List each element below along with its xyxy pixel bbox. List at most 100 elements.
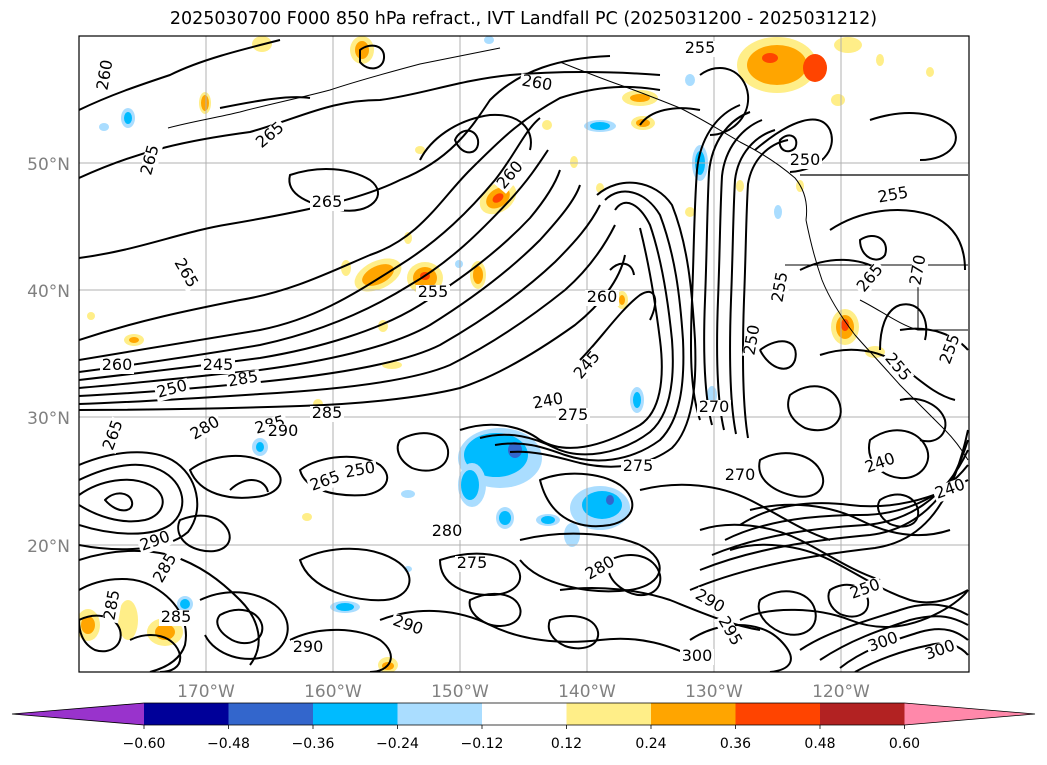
colorbar-segment (482, 703, 567, 725)
lat-label-40n: 40°N (27, 282, 70, 302)
contour-label: 275 (623, 456, 654, 475)
contour-label-background (416, 285, 450, 301)
contour-label-background (864, 629, 903, 657)
contour-label-background (921, 637, 960, 665)
colorbar-tick-label: −0.60 (123, 736, 166, 752)
contour-label: 300 (682, 646, 713, 665)
contour-label-background (518, 73, 555, 95)
lat-label-20n: 20°N (27, 537, 70, 557)
colorbar-tick-label: −0.12 (461, 736, 504, 752)
latitude-labels: 50°N 40°N 30°N 20°N (27, 155, 70, 557)
contour-label-background (186, 413, 225, 445)
longitude-labels: 170°W 160°W 150°W 140°W 130°W 120°W (177, 682, 870, 702)
colorbar-segment (566, 703, 651, 725)
colorbar-segment (313, 703, 398, 725)
contour-label-background (723, 468, 757, 484)
contour-label-background (136, 528, 175, 556)
contour-label: 275 (558, 405, 589, 424)
contour-label-background (931, 476, 969, 504)
contour-label-background (153, 377, 191, 403)
colorbar-tick-label: 0.24 (635, 736, 666, 752)
contour-label-background (713, 612, 745, 651)
contour-label-background (788, 153, 822, 169)
contour-label: 280 (432, 521, 463, 540)
lon-label-170w: 170°W (177, 682, 235, 702)
contour-label: 290 (293, 637, 324, 656)
colorbar-segment (651, 703, 736, 725)
contour-label: 255 (685, 38, 716, 57)
contour-label-background (138, 141, 164, 179)
contour-label-background (621, 459, 655, 475)
contour-label-background (846, 576, 885, 604)
lon-label-120w: 120°W (812, 682, 870, 702)
refractivity-contours (79, 39, 969, 672)
colorbar-tick-label: −0.24 (376, 736, 419, 752)
contour-label: 285 (312, 403, 343, 422)
lon-label-150w: 150°W (431, 682, 489, 702)
contour-label: 260 (102, 355, 133, 374)
colorbar-tick-label: −0.48 (207, 736, 250, 752)
colorbar-segment (397, 703, 482, 725)
contour-label-background (690, 586, 729, 618)
colorbar: −0.60 −0.48 −0.36 −0.24 −0.12 0.12 0.24 … (11, 702, 1036, 752)
contour-label: 260 (587, 287, 618, 306)
contour-label-background (310, 406, 344, 422)
colorbar-tick-label: −0.36 (292, 736, 335, 752)
contour-label-background (937, 330, 965, 369)
contour-label-background (310, 195, 344, 211)
lon-label-140w: 140°W (558, 682, 616, 702)
contour-label-background (861, 450, 900, 478)
colorbar-tick-label: 0.48 (804, 736, 835, 752)
contour-label-background (742, 322, 764, 359)
contour-label-background (150, 549, 182, 588)
contour-label-background (770, 269, 792, 306)
contour-label-background (880, 349, 915, 386)
contour-label-background (159, 610, 193, 626)
contour-label-background (430, 524, 464, 540)
contour-label-background (201, 358, 235, 374)
contour-label: 285 (161, 607, 192, 626)
contour-label-background (266, 424, 300, 440)
contour-label-background (875, 185, 912, 207)
contour-label-background (100, 358, 134, 374)
contour-label: 265 (312, 192, 343, 211)
contour-label-background (683, 41, 717, 57)
contour-label-background (100, 416, 128, 455)
colorbar-segment (735, 703, 820, 725)
contour-label: 270 (725, 465, 756, 484)
contour-label-background (102, 587, 124, 624)
contour-label: 290 (268, 421, 299, 440)
contour-label-background (908, 252, 930, 289)
contour-label: 245 (203, 355, 234, 374)
contour-label-background (585, 290, 619, 306)
colorbar-tick-label: 0.12 (551, 736, 582, 752)
contour-label-background (342, 460, 379, 482)
map-title: 2025030700 F000 850 hPa refract., IVT La… (169, 9, 878, 29)
colorbar-tick-label: 0.36 (720, 736, 751, 752)
lon-label-160w: 160°W (304, 682, 362, 702)
contour-label-background (169, 254, 201, 293)
contour-label-background (95, 57, 117, 94)
lat-label-30n: 30°N (27, 409, 70, 429)
contour-label-background (225, 369, 262, 391)
colorbar-tick-label: 0.60 (889, 736, 920, 752)
contour-label-background (530, 391, 567, 413)
colorbar-segment (144, 703, 229, 725)
coastlines (167, 47, 969, 461)
colorbar-segment (228, 703, 313, 725)
contour-label-background (570, 347, 605, 384)
contour-label: 270 (699, 397, 730, 416)
contour-label-background (581, 553, 620, 585)
contour-label-background (493, 157, 528, 194)
contour-label-background (680, 649, 714, 665)
contour-label-background (697, 400, 731, 416)
contour-label: 250 (790, 150, 821, 169)
contour-label-background (252, 118, 289, 153)
colorbar-max-extension (904, 703, 1035, 725)
lon-label-130w: 130°W (685, 682, 743, 702)
contour-label-background (853, 260, 888, 297)
colorbar-segment (820, 703, 905, 725)
contour-label-background (291, 640, 325, 656)
map-frame (78, 35, 970, 673)
contour-label: 275 (457, 553, 488, 572)
